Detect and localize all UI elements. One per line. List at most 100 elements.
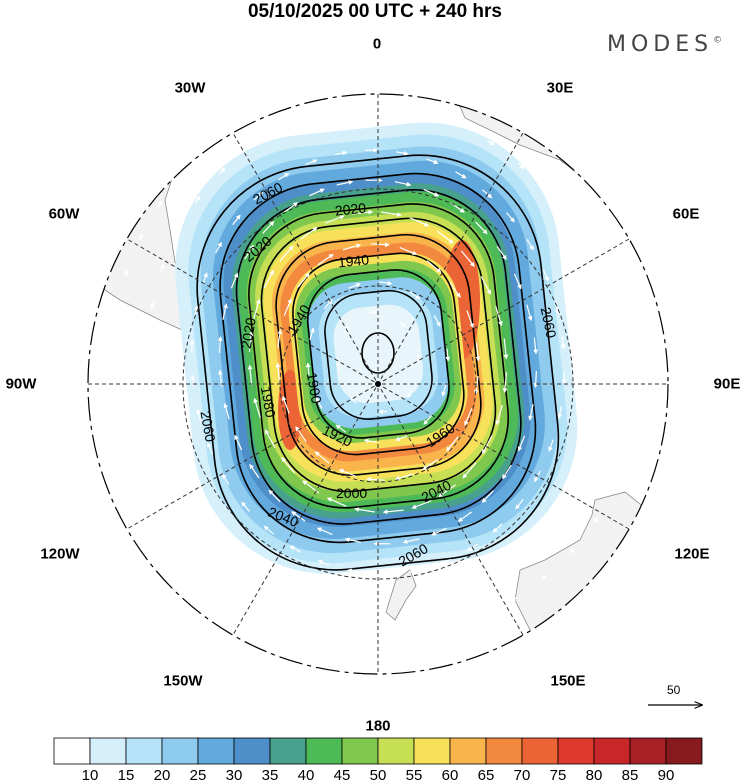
map-disc: 2060 2020 2020 1940 1940 2020 1900 1980 … (88, 87, 690, 674)
colorbar-swatch (522, 738, 558, 764)
colorbar-tick-label: 60 (442, 767, 459, 784)
lon-label-150e: 150E (550, 673, 585, 690)
wind-vector (184, 495, 188, 502)
contour-label-1940-top: 1940 (337, 251, 370, 270)
colorbar-swatch (558, 738, 594, 764)
wind-vector (257, 606, 262, 609)
wind-vector (273, 106, 279, 108)
colorbar-swatch (630, 738, 666, 764)
lon-label-180: 180 (365, 718, 390, 735)
wind-vector (114, 387, 115, 393)
colorbar-tick-label: 50 (370, 767, 387, 784)
colorbar-swatch (306, 738, 342, 764)
wind-vector (582, 189, 586, 194)
wind-vector (606, 334, 607, 342)
lon-label-30e: 30E (547, 80, 574, 97)
colorbar-tick-label: 20 (154, 767, 171, 784)
land-madagascar (600, 142, 620, 176)
wind-vector (292, 621, 298, 623)
contour-label-2000: 2000 (336, 485, 367, 501)
wind-vector (603, 414, 604, 422)
wind-vector (622, 256, 624, 262)
wind-vector (401, 615, 409, 616)
wind-vector (240, 123, 245, 126)
wind-vector (132, 463, 134, 469)
colorbar-tick-label: 75 (550, 767, 567, 784)
reference-vector-label: 50 (667, 683, 680, 697)
wind-vector (328, 632, 334, 633)
wind-vector (556, 160, 560, 164)
wind-vector (384, 108, 392, 109)
wind-vector (629, 448, 631, 454)
wind-vector (170, 531, 174, 536)
wind-vector (599, 295, 601, 303)
wind-vector (149, 382, 150, 390)
colorbar-tick-label: 90 (658, 767, 675, 784)
wind-vector (639, 410, 640, 416)
colorbar-tick-label: 80 (586, 767, 603, 784)
lon-label-90w: 90W (6, 376, 37, 393)
wind-vector (441, 628, 447, 630)
wind-vector (369, 312, 377, 313)
lon-label-120e: 120E (674, 546, 709, 563)
colorbar-swatch (450, 738, 486, 764)
colorbar-swatch (234, 738, 270, 764)
wind-vector (436, 608, 444, 610)
lon-label-60w: 60W (49, 206, 80, 223)
wind-vector (294, 597, 301, 600)
colorbar-tick-label: 65 (478, 767, 495, 784)
wind-vector (309, 95, 315, 97)
wind-vector (545, 190, 550, 196)
wind-speed-shading (162, 109, 620, 587)
colorbar-tick-label: 35 (262, 767, 279, 784)
wind-vector (379, 411, 387, 412)
wind-vector (634, 293, 635, 299)
wind-vector (556, 521, 561, 528)
colorbar-tick-label: 40 (298, 767, 315, 784)
colorbar-swatch (666, 738, 702, 764)
wind-vector (347, 108, 355, 109)
colorbar-tick-label: 45 (334, 767, 351, 784)
colorbar-swatch (162, 738, 198, 764)
wind-vector (278, 127, 285, 131)
south-pole-dot (375, 381, 381, 387)
blob-africa-coast (596, 156, 620, 180)
colorbar-swatch (486, 738, 522, 764)
lon-label-0: 0 (373, 36, 381, 53)
wind-vector (459, 101, 465, 103)
wind-vector (417, 354, 418, 362)
colorbar-swatch (90, 738, 126, 764)
lon-label-60e: 60E (673, 206, 700, 223)
wind-vector (365, 616, 373, 617)
wind-vector (232, 556, 238, 561)
wind-vector (121, 425, 122, 431)
colorbar-tick-label: 30 (226, 767, 243, 784)
contour-label-2020-top: 2020 (334, 200, 367, 219)
colorbar-swatch (54, 738, 90, 764)
colorbar-swatch (342, 738, 378, 764)
wind-vector (577, 488, 581, 495)
wind-vector (346, 88, 352, 89)
wind-vector (593, 452, 596, 460)
lon-label-30w: 30W (175, 80, 206, 97)
wind-vector (604, 221, 607, 226)
wind-vector (175, 229, 179, 236)
colorbar-swatch (414, 738, 450, 764)
colorbar-tick-label: 85 (622, 767, 639, 784)
wind-vector (312, 114, 320, 116)
lon-label-120w: 120W (40, 546, 79, 563)
colorbar-tick-label: 70 (514, 767, 531, 784)
wind-vector (404, 635, 410, 636)
wind-vector (329, 610, 337, 612)
blob-africa-inner (602, 162, 614, 174)
wind-vector (422, 91, 428, 92)
wind-vector (410, 569, 422, 571)
colorbar-swatch (270, 738, 306, 764)
colorbar-swatch (126, 738, 162, 764)
wind-vector (338, 362, 339, 370)
wind-vector (225, 585, 230, 589)
colorbar (54, 738, 702, 764)
lon-label-90e: 90E (714, 376, 741, 393)
colorbar-tick-label: 25 (190, 767, 207, 784)
